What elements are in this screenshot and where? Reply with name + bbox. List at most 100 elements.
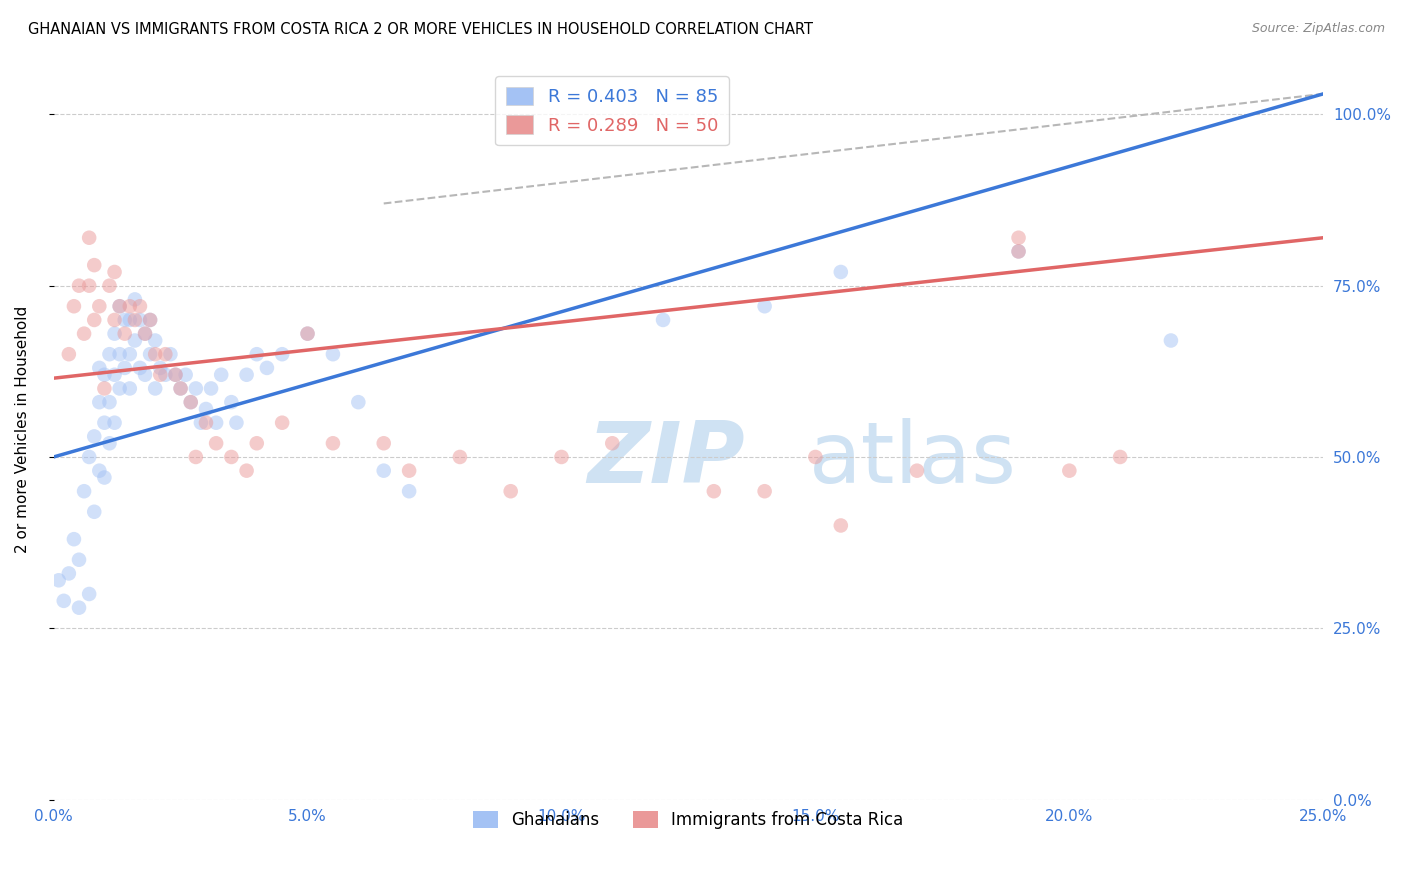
Point [1109, 450, 1132, 464]
Point [48, 574, 70, 588]
Point [169, 381, 191, 395]
Point [143, 334, 166, 348]
Point [134, 326, 156, 341]
Point [139, 313, 162, 327]
Point [225, 416, 247, 430]
Point [271, 416, 294, 430]
Point [200, 381, 222, 395]
Point [143, 347, 166, 361]
Point [600, 436, 623, 450]
Point [114, 360, 136, 375]
Point [205, 416, 228, 430]
Point [98, 347, 121, 361]
Point [194, 416, 217, 430]
Text: Source: ZipAtlas.com: Source: ZipAtlas.com [1251, 22, 1385, 36]
Point [180, 395, 202, 409]
Point [83, 258, 105, 272]
Point [89, 299, 111, 313]
Point [73, 484, 96, 499]
Point [221, 450, 243, 464]
Point [246, 347, 269, 361]
Point [165, 368, 187, 382]
Point [93, 368, 115, 382]
Point [114, 326, 136, 341]
Point [63, 299, 86, 313]
Point [129, 299, 152, 313]
Point [1007, 231, 1029, 245]
Point [804, 450, 827, 464]
Text: GHANAIAN VS IMMIGRANTS FROM COSTA RICA 2 OR MORE VEHICLES IN HOUSEHOLD CORRELATI: GHANAIAN VS IMMIGRANTS FROM COSTA RICA 2… [28, 22, 813, 37]
Point [297, 326, 319, 341]
Point [165, 368, 187, 382]
Point [830, 265, 852, 279]
Point [184, 450, 207, 464]
Point [67, 278, 90, 293]
Point [77, 231, 100, 245]
Point [118, 299, 141, 313]
Point [905, 464, 928, 478]
Point [124, 293, 146, 307]
Point [184, 381, 207, 395]
Point [271, 347, 294, 361]
Point [180, 395, 202, 409]
Point [103, 368, 125, 382]
Point [398, 464, 420, 478]
Point [190, 416, 212, 430]
Point [155, 347, 177, 361]
Point [1059, 464, 1081, 478]
Point [108, 347, 131, 361]
Point [235, 368, 257, 382]
Point [322, 347, 344, 361]
Point [155, 368, 177, 382]
Point [373, 464, 395, 478]
Point [149, 368, 172, 382]
Point [63, 532, 86, 546]
Point [449, 450, 471, 464]
Point [103, 313, 125, 327]
Point [93, 416, 115, 430]
Point [322, 436, 344, 450]
Point [124, 334, 146, 348]
Point [499, 484, 522, 499]
Point [235, 464, 257, 478]
Point [209, 368, 232, 382]
Point [398, 484, 420, 499]
Point [754, 484, 776, 499]
Point [149, 360, 172, 375]
Point [174, 368, 197, 382]
Point [83, 313, 105, 327]
Point [108, 299, 131, 313]
Point [221, 395, 243, 409]
Legend: Ghanaians, Immigrants from Costa Rica: Ghanaians, Immigrants from Costa Rica [467, 804, 910, 836]
Point [73, 326, 96, 341]
Point [139, 313, 162, 327]
Point [754, 299, 776, 313]
Point [246, 436, 269, 450]
Point [98, 436, 121, 450]
Point [108, 299, 131, 313]
Point [830, 518, 852, 533]
Text: ZIP: ZIP [586, 417, 745, 500]
Point [297, 326, 319, 341]
Point [89, 360, 111, 375]
Point [77, 450, 100, 464]
Point [159, 347, 181, 361]
Point [169, 381, 191, 395]
Point [118, 347, 141, 361]
Point [52, 594, 75, 608]
Point [129, 313, 152, 327]
Point [118, 313, 141, 327]
Point [58, 347, 80, 361]
Point [89, 395, 111, 409]
Point [703, 484, 725, 499]
Point [103, 326, 125, 341]
Point [89, 464, 111, 478]
Point [134, 326, 156, 341]
Point [114, 313, 136, 327]
Point [108, 381, 131, 395]
Y-axis label: 2 or more Vehicles in Household: 2 or more Vehicles in Household [15, 306, 30, 553]
Point [83, 505, 105, 519]
Point [67, 600, 90, 615]
Point [93, 381, 115, 395]
Point [373, 436, 395, 450]
